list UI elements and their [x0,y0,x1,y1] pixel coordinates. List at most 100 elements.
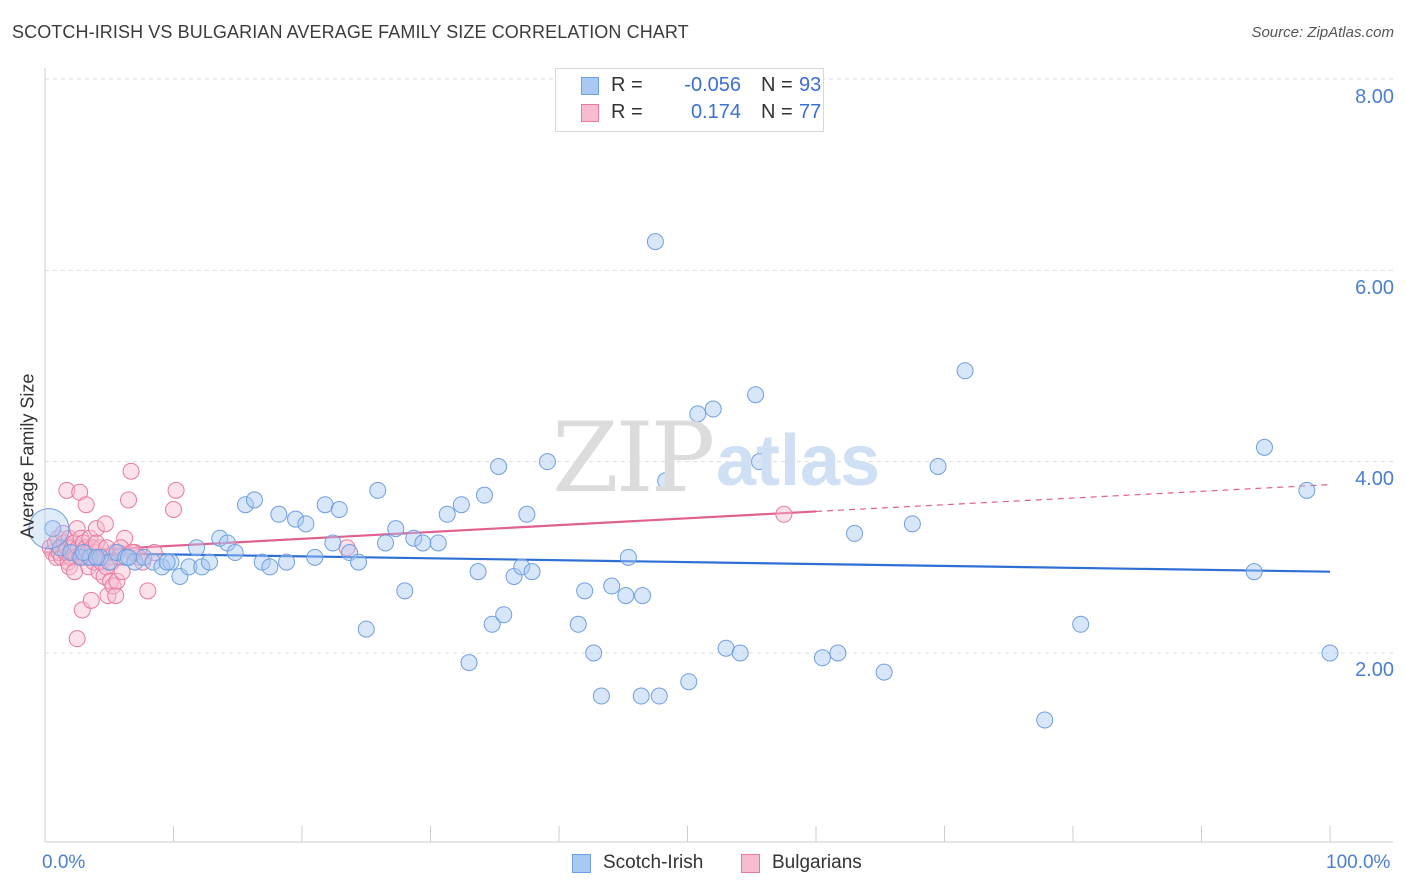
y-tick-label: 8.00 [1355,86,1394,108]
point-scotch-irish [495,606,513,624]
correlation-legend: R = -0.056 N = 93 R = 0.174 N = 77 [555,68,824,132]
point-scotch-irish [330,501,348,518]
point-scotch-irish [646,233,664,251]
point-scotch-irish [91,548,109,566]
point-scotch-irish [245,491,263,509]
point-scotch-irish [689,405,707,423]
point-scotch-irish [617,587,635,605]
trend-line-bulgarians [44,510,817,554]
point-scotch-irish [452,496,470,514]
point-scotch-irish [1245,563,1263,581]
point-scotch-irish [1321,644,1339,662]
point-scotch-irish [369,481,387,499]
source-label: Source: ZipAtlas.com [1251,24,1394,41]
watermark-atlas: atlas [716,421,881,501]
point-scotch-irish [747,386,765,404]
point-scotch-irish [180,558,198,576]
legend-row-scotch-irish: R = -0.056 N = 93 [581,74,821,100]
point-scotch-irish [261,558,279,576]
point-scotch-irish [270,505,288,523]
point-scotch-irish [278,553,296,571]
point-bulgarians [120,491,138,509]
point-scotch-irish [603,577,621,595]
point-scotch-irish [377,534,395,552]
point-scotch-irish [324,534,342,552]
point-scotch-irish [576,582,594,600]
point-scotch-irish [634,587,652,605]
point-scotch-irish [592,687,610,705]
point-scotch-irish [619,548,637,566]
point-bulgarians [87,520,105,538]
point-bulgarians [167,481,185,499]
point-scotch-irish [306,548,324,566]
point-scotch-irish [829,644,847,662]
point-scotch-irish [657,472,675,490]
legend-n-label: N = [761,74,793,96]
point-scotch-irish [650,687,668,705]
point-bulgarians [96,515,114,533]
point-scotch-irish [135,548,153,566]
point-scotch-irish [1036,711,1054,729]
point-bulgarians [68,630,86,648]
y-tick-label: 6.00 [1355,277,1394,299]
trend-lines [44,484,1331,573]
axes [44,68,1393,843]
point-scotch-irish [469,563,487,581]
point-scotch-irish [387,520,405,538]
point-scotch-irish [153,558,171,576]
bottom-legend-label: Bulgarians [772,852,862,873]
trend-line-bulgarians-extrapolated [815,484,1331,513]
point-scotch-irish [475,486,493,504]
point-scotch-irish [731,644,749,662]
point-scotch-irish [341,544,359,562]
point-scotch-irish [350,553,368,571]
point-scotch-irish [72,548,90,566]
point-scotch-irish [120,548,138,566]
point-scotch-irish [75,544,93,562]
point-scotch-irish [357,620,375,638]
point-scotch-irish [513,558,531,576]
point-scotch-irish [717,639,735,657]
legend-swatch-scotch-irish [581,77,599,95]
watermark-zip: ZIP [552,402,715,514]
legend-n-value: 93 [799,74,822,96]
legend-r-label: R = [611,101,643,123]
point-scotch-irish [518,505,536,523]
point-scotch-irish [569,615,587,633]
point-scotch-irish [162,553,180,571]
bottom-legend-swatch [741,854,760,873]
point-scotch-irish [87,548,105,566]
point-bulgarians [73,601,91,619]
point-scotch-irish [460,654,478,672]
point-scotch-irish [414,534,432,552]
point-scotch-irish [429,534,447,552]
point-bulgarians [122,462,140,480]
point-scotch-irish-cluster [28,508,70,550]
point-scotch-irish [438,505,456,523]
y-tick-label: 2.00 [1355,659,1394,681]
point-scotch-irish [316,496,334,514]
point-scotch-irish [287,510,305,528]
point-bulgarians [72,529,90,547]
legend-r-label: R = [611,74,643,96]
bottom-legend-swatch [572,854,591,873]
point-bulgarians [66,563,84,581]
point-scotch-irish [585,644,603,662]
point-scotch-irish [297,515,315,533]
x-tick-label-min: 0.0% [42,852,86,873]
point-scotch-irish [632,687,650,705]
point-scotch-irish [903,515,921,533]
point-scotch-irish [750,453,768,471]
point-scotch-irish [144,553,162,571]
point-scotch-irish [1072,615,1090,633]
point-bulgarians [113,563,131,581]
point-bulgarians [77,496,95,514]
legend-n-value: 77 [799,101,822,123]
point-bulgarians [775,505,793,523]
point-scotch-irish [158,553,176,571]
point-scotch-irish [483,615,501,633]
point-scotch-irish [813,649,831,667]
point-scotch-irish [62,544,80,562]
trend-line-scotch-irish [44,551,1331,573]
legend-r-value: -0.056 [684,74,741,96]
